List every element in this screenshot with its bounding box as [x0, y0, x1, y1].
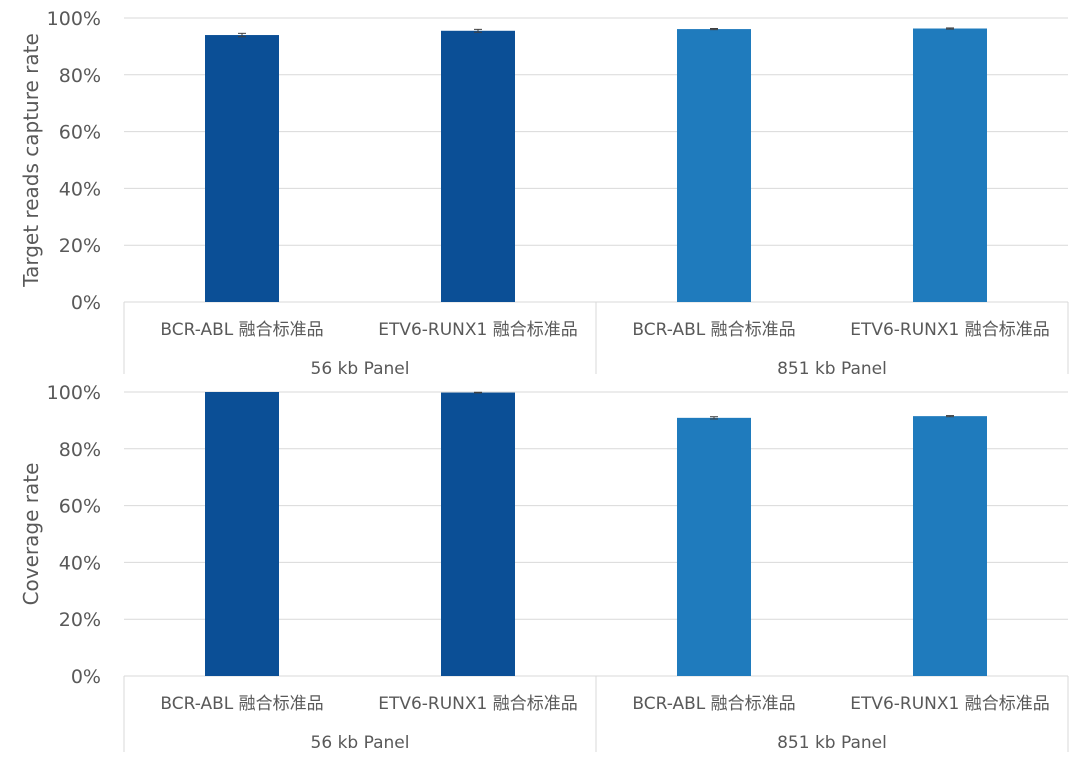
bar [205, 35, 279, 302]
y-tick-label: 60% [59, 496, 101, 518]
bar [205, 392, 279, 676]
y-tick-label: 80% [59, 65, 101, 87]
bar [441, 30, 515, 303]
y-tick-label: 40% [59, 552, 101, 574]
group-label: 851 kb Panel [777, 359, 887, 379]
group-label: 851 kb Panel [777, 733, 887, 753]
bar [677, 417, 751, 676]
category-label: BCR-ABL 融合标准品 [632, 694, 795, 714]
y-tick-label: 100% [47, 382, 101, 404]
bar [913, 28, 987, 303]
y-tick-label: 100% [47, 8, 101, 30]
bar [913, 416, 987, 676]
y-tick-label: 80% [59, 439, 101, 461]
category-label: ETV6-RUNX1 融合标准品 [850, 320, 1050, 340]
category-label: BCR-ABL 融合标准品 [632, 320, 795, 340]
category-label: ETV6-RUNX1 融合标准品 [378, 320, 578, 340]
group-label: 56 kb Panel [311, 359, 410, 379]
y-axis-label: Coverage rate [19, 463, 43, 606]
bar [677, 29, 751, 303]
category-label: BCR-ABL 融合标准品 [160, 320, 323, 340]
category-label: BCR-ABL 融合标准品 [160, 694, 323, 714]
y-tick-label: 20% [59, 609, 101, 631]
coverage-rate-chart: 0% 20% 40% 60% 80% 100% Coverage rate BCR-ABL 融… [19, 382, 1069, 753]
y-tick-label: 20% [59, 235, 101, 257]
group-label: 56 kb Panel [311, 733, 410, 753]
y-tick-label: 40% [59, 178, 101, 200]
y-tick-label: 60% [59, 122, 101, 144]
bar [441, 392, 515, 676]
category-label: ETV6-RUNX1 融合标准品 [378, 694, 578, 714]
y-tick-label: 0% [71, 292, 101, 314]
y-tick-label: 0% [71, 666, 101, 688]
y-axis-label: Target reads capture rate [19, 33, 43, 288]
capture-rate-chart: 0% 20% 40% 60% 80% 100%Target reads capture r… [19, 8, 1069, 379]
category-label: ETV6-RUNX1 融合标准品 [850, 694, 1050, 714]
